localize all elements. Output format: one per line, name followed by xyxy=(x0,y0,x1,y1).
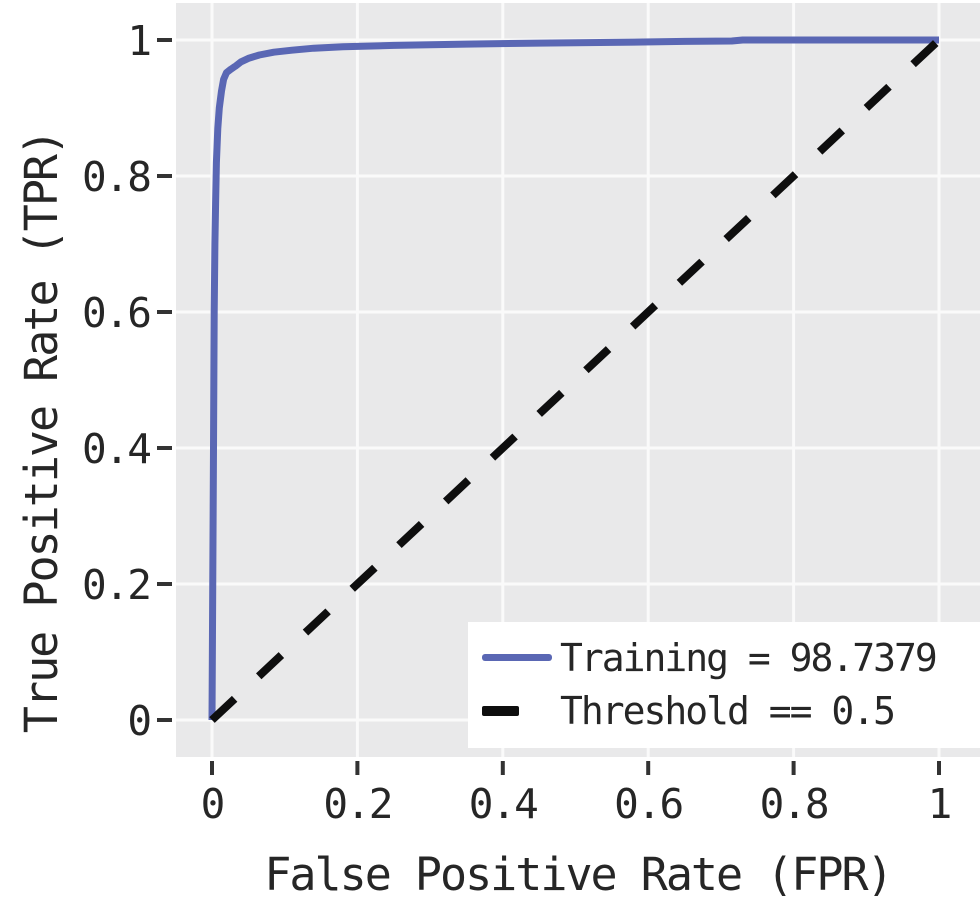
y-tick-label: 1 xyxy=(127,17,150,65)
y-tick-label: 0.6 xyxy=(82,289,150,337)
y-axis-title: True Positive Rate (TPR) xyxy=(15,131,68,733)
legend-label-training: Training = 98.7379 xyxy=(560,635,938,680)
x-tick-label: 0 xyxy=(201,780,224,828)
y-tick-label: 0.8 xyxy=(82,153,150,201)
x-tick-label: 0.6 xyxy=(614,780,682,828)
threshold-swatch-cell xyxy=(482,705,560,716)
threshold-dash-swatch-icon xyxy=(482,705,519,716)
x-tick-label: 0.4 xyxy=(469,780,537,828)
training-swatch-cell xyxy=(482,654,560,661)
series-lines xyxy=(208,36,942,723)
y-tick-label: 0.2 xyxy=(82,561,150,609)
x-axis-title: False Positive Rate (FPR) xyxy=(264,848,891,901)
training-roc-curve xyxy=(208,36,939,721)
axis-ticks xyxy=(157,38,941,775)
gridlines xyxy=(176,3,980,757)
y-tick-label: 0.4 xyxy=(82,425,150,473)
legend: Training = 98.7379 Threshold == 0.5 xyxy=(468,622,980,748)
legend-item-threshold: Threshold == 0.5 xyxy=(482,684,980,737)
x-tick-label: 0.8 xyxy=(760,780,828,828)
x-tick-label: 0.2 xyxy=(323,780,391,828)
x-tick-label: 1 xyxy=(928,780,951,828)
legend-item-training: Training = 98.7379 xyxy=(482,631,980,684)
legend-label-threshold: Threshold == 0.5 xyxy=(560,688,896,733)
y-tick-label: 0 xyxy=(127,697,150,745)
tick-labels: 0 0.2 0.4 0.6 0.8 1 0 0.2 0.4 0.6 0.8 1 xyxy=(82,17,952,828)
training-line-swatch-icon xyxy=(482,654,552,661)
